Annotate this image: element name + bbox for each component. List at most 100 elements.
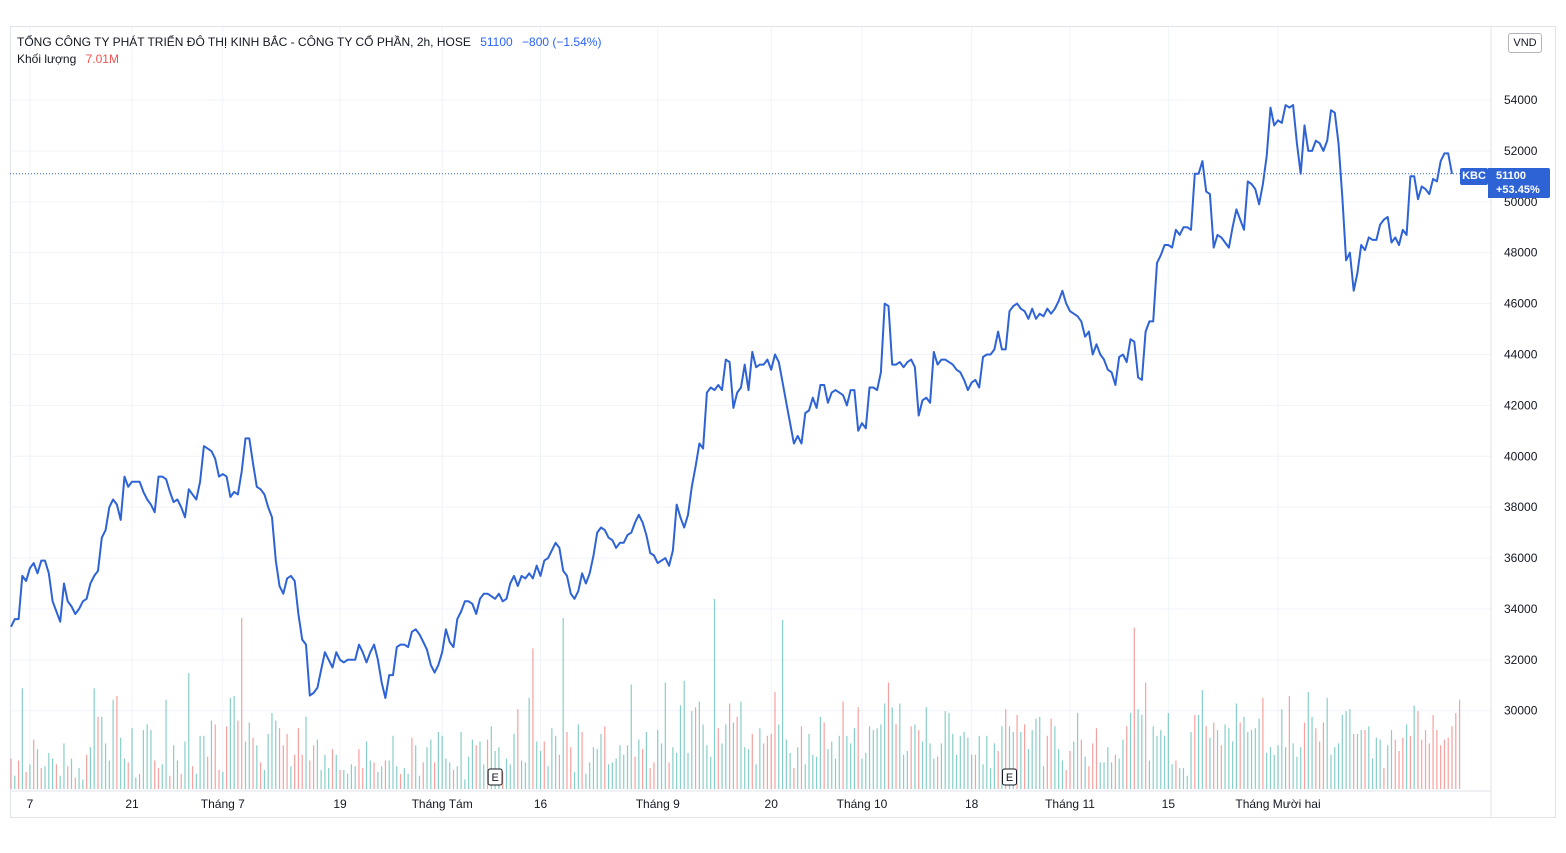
volume-bar <box>1341 714 1343 789</box>
volume-bar <box>108 760 110 789</box>
volume-bar <box>1330 754 1332 789</box>
volume-bar <box>1175 760 1177 789</box>
volume-bar <box>755 764 757 789</box>
volume-bar <box>233 695 235 789</box>
volume-bar <box>339 770 341 789</box>
volume-bar <box>812 754 814 789</box>
volume-bar <box>982 764 984 789</box>
volume-bar <box>248 722 250 789</box>
volume-bar <box>1197 714 1200 789</box>
volume-bar <box>1428 743 1430 789</box>
volume-bar <box>1371 758 1374 789</box>
volume-bar <box>1008 726 1011 789</box>
volume-bar <box>1326 697 1328 789</box>
volume-bar <box>1379 739 1381 789</box>
volume-bar <box>1356 733 1359 789</box>
volume-bar <box>1303 722 1306 789</box>
volume-label[interactable]: Khối lượng <box>17 52 77 66</box>
volume-bar <box>1088 766 1090 789</box>
volume-bar <box>933 758 935 789</box>
volume-bar <box>479 741 481 789</box>
volume-bar <box>918 730 920 789</box>
volume-bar <box>789 752 791 789</box>
volume-bar <box>607 764 610 789</box>
volume-bar <box>116 695 118 789</box>
volume-bar <box>74 777 76 789</box>
volume-bar <box>29 764 31 789</box>
volume-bar <box>437 732 439 789</box>
volume-bar <box>706 745 708 789</box>
earnings-event-marker[interactable]: E <box>1001 768 1017 786</box>
volume-bar <box>740 701 742 789</box>
volume-bar <box>1213 722 1215 789</box>
price-tag-change: +53.45% <box>1496 184 1540 196</box>
symbol-title[interactable]: TỔNG CÔNG TY PHÁT TRIỂN ĐÔ THỊ KINH BẮC … <box>17 35 471 49</box>
volume-bar <box>25 771 27 789</box>
volume-bar <box>434 762 436 789</box>
volume-bar <box>581 732 583 789</box>
x-tick-label: Tháng Mười hai <box>1235 797 1320 811</box>
volume-bar <box>551 728 553 789</box>
volume-bar <box>736 716 738 789</box>
volume-bar <box>676 752 678 789</box>
volume-bar <box>827 749 829 789</box>
volume-bar <box>1258 718 1260 789</box>
x-tick-label: Tháng 9 <box>636 797 680 811</box>
x-tick-label: 7 <box>27 797 34 811</box>
volume-bar <box>1337 743 1340 789</box>
volume-bar <box>452 770 455 789</box>
volume-bar <box>925 707 927 789</box>
volume-bar <box>1073 741 1075 789</box>
earnings-event-marker[interactable]: E <box>487 768 503 786</box>
volume-bar <box>1129 713 1132 789</box>
volume-bar <box>316 739 318 789</box>
volume-bar <box>1084 756 1086 789</box>
volume-bar <box>445 758 447 789</box>
volume-legend: Khối lượng 7.01M <box>17 52 119 66</box>
volume-bar <box>10 758 12 789</box>
volume-bar <box>89 747 92 789</box>
volume-bar <box>373 762 375 789</box>
volume-bar <box>343 770 345 789</box>
volume-bar <box>902 754 905 789</box>
volume-bar <box>1398 751 1400 789</box>
volume-bar <box>312 745 315 789</box>
volume-bar <box>1163 735 1166 789</box>
volume-bar <box>267 733 269 789</box>
volume-bar <box>532 648 534 789</box>
volume-bar <box>1315 728 1317 789</box>
volume-bar <box>1080 739 1082 789</box>
volume-bar <box>630 684 632 789</box>
volume-bar <box>244 741 247 789</box>
volume-bar <box>880 724 882 789</box>
volume-bar <box>1141 714 1143 789</box>
volume-bar <box>649 768 651 789</box>
volume-bar <box>710 756 712 789</box>
currency-button[interactable]: VND <box>1508 33 1542 53</box>
volume-bar <box>672 747 674 789</box>
volume-bar <box>1364 730 1366 789</box>
volume-bar <box>131 728 133 789</box>
volume-bar <box>906 751 908 789</box>
volume-bar <box>120 737 122 789</box>
volume-bar <box>940 743 943 789</box>
volume-bar <box>498 747 500 789</box>
volume-bar <box>1424 730 1427 789</box>
volume-bar <box>653 762 655 789</box>
volume-bar <box>1205 726 1207 789</box>
volume-bar <box>1421 739 1423 789</box>
volume-bar <box>611 762 613 789</box>
volume-bar <box>797 747 799 789</box>
volume-bar <box>418 775 421 789</box>
chart-frame <box>10 26 1556 818</box>
volume-bar <box>1292 743 1294 789</box>
volume-bar <box>241 618 243 789</box>
volume-value: 7.01M <box>85 52 119 66</box>
x-tick-label: 19 <box>333 797 347 811</box>
volume-bar <box>490 726 492 789</box>
volume-bar <box>1432 714 1434 789</box>
volume-bar <box>1284 747 1287 789</box>
volume-bar <box>82 779 84 789</box>
price-change-value: −800 (−1.54%) <box>522 35 602 49</box>
